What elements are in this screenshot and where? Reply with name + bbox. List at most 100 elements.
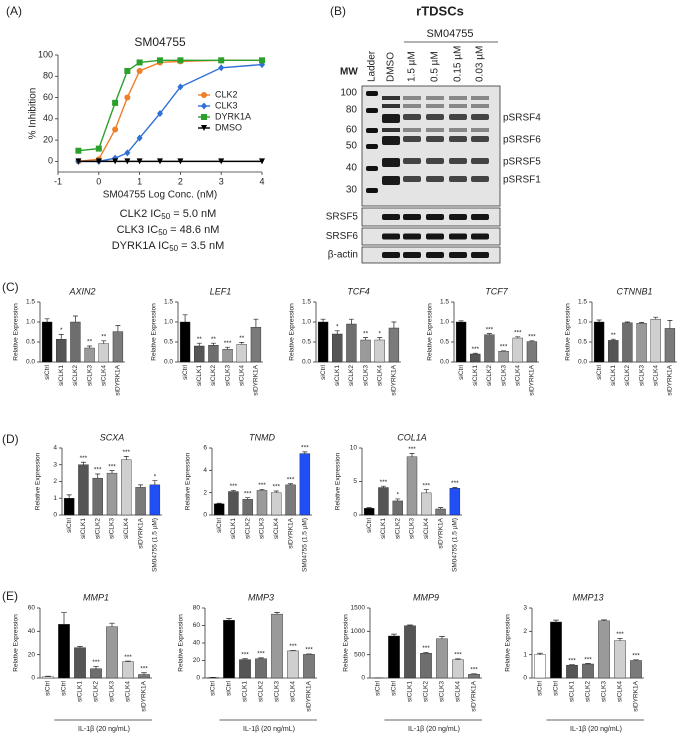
marker bbox=[218, 57, 225, 64]
bar bbox=[242, 499, 253, 516]
y-tick-label: 0 bbox=[353, 512, 357, 519]
bar bbox=[250, 327, 262, 363]
y-tick-label: 1 bbox=[523, 651, 527, 658]
significance-label: *** bbox=[94, 467, 102, 474]
y-tick-label: 100 bbox=[38, 49, 53, 59]
bar bbox=[63, 498, 75, 516]
marker bbox=[157, 158, 163, 165]
bar bbox=[208, 345, 219, 363]
error-bar bbox=[77, 646, 83, 648]
annotation: CLK2 IC50 = 5.0 nM bbox=[120, 208, 217, 221]
significance-label: ** bbox=[239, 335, 245, 342]
significance-label: *** bbox=[301, 445, 309, 452]
y-tick-label: 1.0 bbox=[578, 319, 587, 326]
x-tick-label: siDYRK1A bbox=[253, 364, 260, 395]
x-tick-label: siDYRK1A bbox=[306, 680, 313, 711]
x-tick-label: siCLK2 bbox=[72, 365, 79, 386]
significance-label: *** bbox=[92, 659, 100, 666]
bar bbox=[388, 327, 400, 363]
error-bar bbox=[596, 319, 602, 322]
y-axis-label: Relative Expression bbox=[427, 303, 434, 361]
y-tick-label: 2 bbox=[523, 628, 527, 635]
significance-label: *** bbox=[422, 645, 430, 652]
blot-band bbox=[403, 233, 421, 240]
y-tick-label: 40 bbox=[43, 113, 53, 123]
panel-label: (C) bbox=[2, 280, 19, 294]
ladder-band bbox=[366, 166, 378, 171]
x-tick-label: siCLK1 bbox=[472, 365, 479, 386]
error-bar bbox=[216, 502, 222, 504]
bar bbox=[271, 492, 282, 516]
blot-band bbox=[403, 96, 421, 100]
error-bar bbox=[391, 321, 397, 328]
blot-band bbox=[449, 114, 467, 120]
blot-band bbox=[426, 233, 444, 240]
y-axis-label: Relative Expression bbox=[565, 303, 572, 361]
chart-title: SM04755 bbox=[134, 35, 186, 49]
x-tick-label: siCLK4 bbox=[423, 518, 430, 539]
error-bar bbox=[423, 651, 429, 654]
x-tick-label: siCtrl bbox=[61, 680, 68, 695]
bar bbox=[138, 674, 150, 679]
chart-title: MMP1 bbox=[83, 592, 109, 602]
panel-label: (E) bbox=[2, 589, 18, 603]
mw-marker: 100 bbox=[340, 88, 357, 99]
bar bbox=[622, 322, 633, 363]
panel-label: (D) bbox=[2, 432, 19, 446]
x-tick-label: -1 bbox=[54, 176, 62, 186]
band-label: pSRSF6 bbox=[503, 135, 541, 146]
bar bbox=[363, 508, 375, 516]
x-tick-label: siCtrl bbox=[44, 364, 51, 379]
x-tick-label: siCLK4 bbox=[514, 365, 521, 386]
significance-label: *** bbox=[80, 455, 88, 462]
x-tick-label: siCtrl bbox=[375, 680, 382, 695]
x-tick-label: siCLK2 bbox=[244, 518, 251, 539]
significance-label: *** bbox=[122, 449, 130, 456]
x-tick-label: siCLK2 bbox=[486, 365, 493, 386]
blot-band bbox=[382, 176, 400, 185]
bar bbox=[468, 674, 480, 679]
error-bar bbox=[458, 320, 464, 322]
y-tick-label: 1.5 bbox=[578, 299, 587, 306]
x-tick-label: siDYRK1A bbox=[287, 517, 294, 548]
bar bbox=[512, 337, 523, 363]
error-bar bbox=[288, 483, 294, 485]
blot-band bbox=[426, 252, 444, 258]
marker bbox=[124, 94, 131, 101]
blot-band bbox=[426, 176, 444, 182]
significance-label: * bbox=[378, 330, 381, 337]
bar bbox=[404, 625, 416, 679]
error-bar bbox=[395, 498, 401, 501]
y-axis-label: Relative Expression bbox=[335, 452, 342, 510]
error-bar bbox=[439, 636, 445, 639]
annotation: CLK3 IC50 = 48.6 nM bbox=[117, 224, 220, 237]
error-bar bbox=[115, 325, 121, 332]
x-tick-label: siCtrl bbox=[458, 364, 465, 379]
bar bbox=[346, 323, 357, 363]
strip-label: SRSF5 bbox=[326, 212, 359, 223]
x-tick-label: siCLK1 bbox=[196, 365, 203, 386]
y-tick-label: 0 bbox=[53, 512, 57, 519]
y-tick-label: 0 bbox=[31, 675, 35, 682]
marker bbox=[157, 110, 163, 117]
group-label: IL-1β (20 ng/mL) bbox=[243, 726, 295, 733]
x-tick-label: siCtrl bbox=[216, 517, 223, 532]
blot-band bbox=[382, 158, 400, 167]
blot-band bbox=[382, 104, 400, 108]
blot-band bbox=[426, 96, 444, 100]
bar bbox=[303, 654, 315, 679]
x-tick-label: 1 bbox=[137, 176, 142, 186]
marker bbox=[201, 102, 207, 110]
bar bbox=[664, 328, 676, 363]
bar bbox=[614, 640, 626, 679]
x-tick-label: siCLK4 bbox=[100, 365, 107, 386]
bar bbox=[534, 654, 546, 679]
x-tick-label: siDYRK1A bbox=[141, 680, 148, 711]
bar bbox=[121, 459, 132, 516]
x-tick-label: siCLK4 bbox=[617, 681, 624, 702]
annotation-text: = 5.0 nM bbox=[170, 208, 216, 220]
x-tick-label: siCLK2 bbox=[394, 518, 401, 539]
chart-title: CTNNB1 bbox=[616, 286, 652, 296]
x-tick-label: siCLK3 bbox=[109, 681, 116, 702]
x-tick-label: siCLK1 bbox=[77, 681, 84, 702]
